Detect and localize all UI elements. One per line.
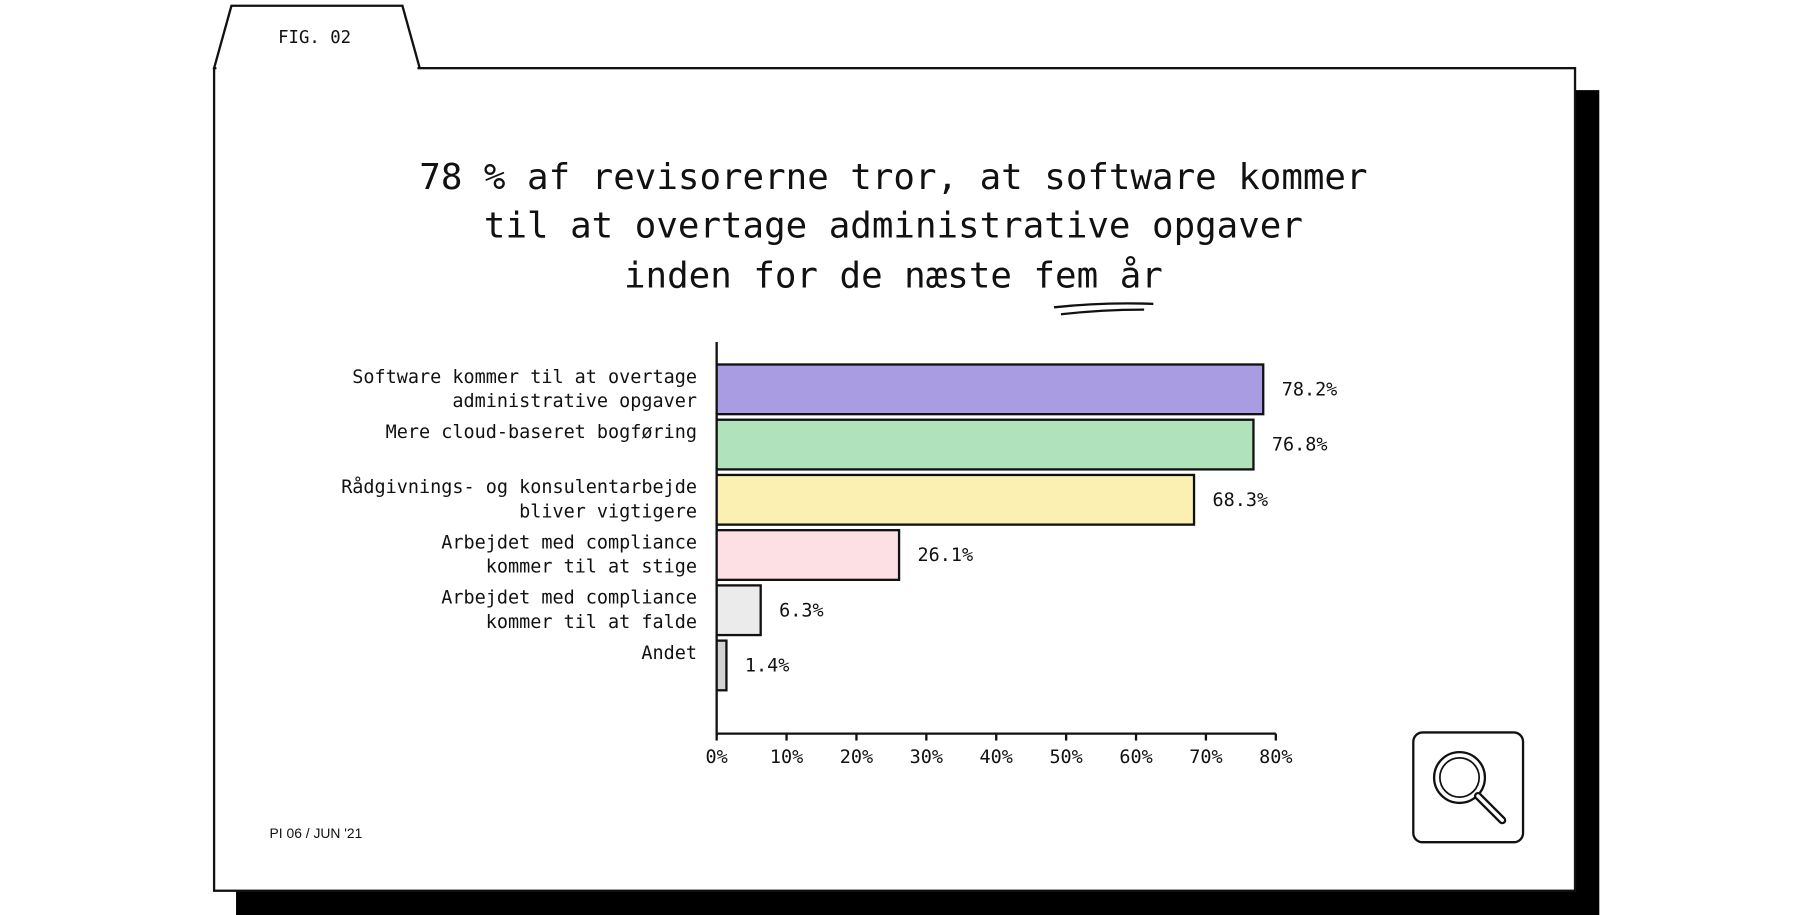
bar [715,363,1265,416]
x-tick-label: 60% [1119,747,1152,768]
value-label: 78.2% [1282,379,1338,400]
bar [715,584,762,637]
plot: 0% 10% 20% 30% 40% 50% 60% 70% 80% Software komme… [341,341,1338,768]
value-label: 68.3% [1213,490,1269,511]
y-tick-label: Rådgivnings- og konsulentarbejde [341,477,697,498]
value-label: 76.8% [1272,435,1328,456]
y-tick-label: bliver vigtigere [519,501,697,522]
y-tick-label: Andet [641,643,697,664]
chart-title: 78 % af revisorerne tror, at software ko… [419,157,1367,198]
value-label: 6.3% [779,600,823,621]
footer: PI 06 / JUN '21 [270,825,363,841]
handle-inner [1476,794,1504,822]
x-tick-label: 10% [770,747,803,768]
lens [1432,750,1487,805]
chart-title: inden for de næste fem år [624,255,1163,296]
x-tick-label: 50% [1049,747,1082,768]
x-tick-label: 0% [706,747,728,768]
x-tick-label: 20% [840,747,873,768]
search-button[interactable] [1412,731,1525,844]
x-tick-label: 80% [1259,747,1292,768]
bar [715,529,901,582]
search-icon[interactable] [1412,731,1525,844]
x-tick-label: 30% [910,747,943,768]
y-tick-label: administrative opgaver [452,391,697,412]
bar [715,473,1196,526]
y-tick-label: kommer til at falde [486,612,697,633]
value-label: 26.1% [918,545,974,566]
tab-label: FIG. 02 [278,28,351,48]
y-tick-label: Mere cloud-baseret bogføring [386,422,697,443]
bar [715,639,728,692]
lens-inner [1439,757,1481,799]
title-underline [1053,302,1154,316]
y-tick-label: Arbejdet med compliance [441,532,697,553]
chart-title: til at overtage administrative opgaver [484,206,1303,247]
x-tick-label: 70% [1189,747,1222,768]
y-tick-label: Arbejdet med compliance [441,588,697,609]
y-tick-label: Software kommer til at overtage [352,367,697,388]
x-tick-label: 40% [980,747,1013,768]
bar [715,418,1255,471]
value-label: 1.4% [745,656,789,677]
y-tick-label: kommer til at stige [486,557,697,578]
